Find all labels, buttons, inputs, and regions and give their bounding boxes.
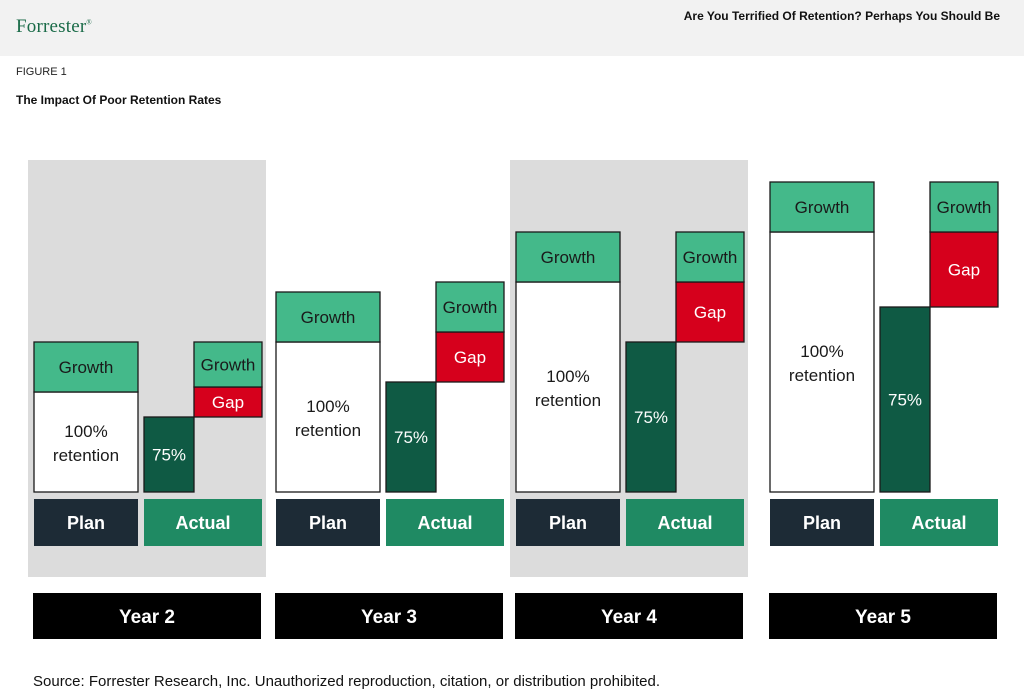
plan-retention-bar (769, 231, 875, 493)
actual-gap-bar (435, 331, 505, 383)
plan-tile-label: Plan (309, 513, 347, 533)
actual-gap-label: Gap (454, 348, 486, 367)
actual-growth-bar (435, 281, 505, 333)
plan-retention-label-line2: retention (789, 366, 855, 385)
year-tile (515, 593, 743, 639)
plan-tile-label: Plan (67, 513, 105, 533)
actual-growth-label: Growth (201, 356, 256, 375)
actual-gap-label: Gap (694, 303, 726, 322)
actual-tile-label: Actual (417, 513, 472, 533)
actual-retained-label: 75% (394, 428, 428, 447)
plan-growth-label: Growth (301, 308, 356, 327)
plan-retention-label-line2: retention (535, 391, 601, 410)
actual-gap-bar (675, 281, 745, 343)
year-tile (33, 593, 261, 639)
actual-growth-bar (193, 341, 263, 388)
logo-text: Forrester (16, 16, 87, 37)
actual-growth-label: Growth (683, 248, 738, 267)
actual-growth-bar (675, 231, 745, 283)
plan-tile (276, 499, 380, 546)
plan-tile (34, 499, 138, 546)
plan-growth-bar (769, 181, 875, 233)
report-title: Are You Terrified Of Retention? Perhaps … (683, 9, 1000, 23)
figure-label: FIGURE 1 (16, 66, 67, 78)
actual-retained-bar (879, 306, 931, 493)
plan-retention-label-line1: 100% (64, 422, 107, 441)
report-header: Forrester® Are You Terrified Of Retentio… (0, 0, 1024, 56)
plan-retention-label-line2: retention (295, 421, 361, 440)
actual-tile-label: Actual (175, 513, 230, 533)
year-tile-label: Year 2 (119, 607, 175, 628)
actual-gap-label: Gap (948, 261, 980, 280)
actual-growth-label: Growth (937, 198, 992, 217)
actual-retained-bar (625, 341, 677, 493)
year-tile-label: Year 4 (601, 607, 657, 628)
actual-retained-label: 75% (634, 408, 668, 427)
actual-tile-label: Actual (657, 513, 712, 533)
actual-retained-bar (143, 416, 195, 493)
source-note: Source: Forrester Research, Inc. Unautho… (33, 673, 660, 690)
actual-tile (626, 499, 744, 546)
actual-gap-bar (929, 231, 999, 308)
plan-retention-label-line2: retention (53, 446, 119, 465)
year-tile-label: Year 5 (855, 607, 911, 628)
actual-growth-label: Growth (443, 298, 498, 317)
plan-retention-bar (33, 391, 139, 493)
plan-tile-label: Plan (549, 513, 587, 533)
plan-retention-label-line1: 100% (306, 397, 349, 416)
plan-retention-bar (275, 341, 381, 493)
actual-gap-label: Gap (212, 393, 244, 412)
plan-growth-label: Growth (59, 358, 114, 377)
figure-title: The Impact Of Poor Retention Rates (16, 93, 222, 107)
actual-tile-label: Actual (911, 513, 966, 533)
plan-tile (516, 499, 620, 546)
plan-retention-bar (515, 281, 621, 493)
plan-growth-label: Growth (795, 198, 850, 217)
plan-retention-label-line1: 100% (546, 367, 589, 386)
plan-tile-label: Plan (803, 513, 841, 533)
plan-growth-bar (515, 231, 621, 283)
plan-growth-bar (33, 341, 139, 393)
plan-retention-label-line1: 100% (800, 342, 843, 361)
year-tile (769, 593, 997, 639)
actual-tile (386, 499, 504, 546)
year-tile (275, 593, 503, 639)
plan-tile (770, 499, 874, 546)
plan-growth-label: Growth (541, 248, 596, 267)
actual-gap-bar (193, 386, 263, 418)
logo-registered-mark: ® (86, 18, 92, 27)
actual-tile (880, 499, 998, 546)
actual-growth-bar (929, 181, 999, 233)
actual-retained-bar (385, 381, 437, 493)
actual-retained-label: 75% (152, 446, 186, 465)
year-tile-label: Year 3 (361, 607, 417, 628)
forrester-logo: Forrester® (16, 16, 92, 38)
actual-tile (144, 499, 262, 546)
plan-growth-bar (275, 291, 381, 343)
actual-retained-label: 75% (888, 391, 922, 410)
